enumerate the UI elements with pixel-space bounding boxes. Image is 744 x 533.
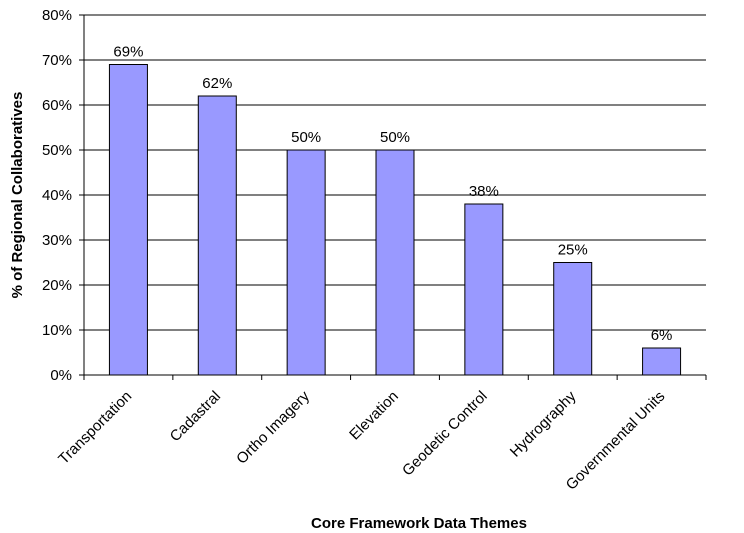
- bar: [286, 149, 326, 376]
- bar: [464, 203, 504, 376]
- x-tick-label: Cadastral: [167, 388, 224, 445]
- y-tick-label: 60%: [42, 97, 72, 114]
- x-tick-label: Elevation: [346, 388, 402, 444]
- y-tick-label: 50%: [42, 142, 72, 159]
- y-tick-label: 30%: [42, 232, 72, 249]
- data-label: 38%: [469, 183, 499, 200]
- data-label: 6%: [651, 327, 673, 344]
- bar: [197, 95, 237, 376]
- x-tick-label: Ortho Imagery: [233, 387, 313, 467]
- y-tick-label: 40%: [42, 187, 72, 204]
- y-tick-label: 70%: [42, 52, 72, 69]
- axes: [79, 14, 707, 380]
- data-label: 69%: [113, 44, 143, 61]
- bars: [108, 64, 682, 376]
- bar: [108, 64, 148, 376]
- data-label: 50%: [380, 129, 410, 146]
- bar: [553, 262, 593, 376]
- y-axis-title: % of Regional Collaboratives: [9, 92, 26, 299]
- x-tick-label: Geodetic Control: [399, 388, 491, 480]
- y-tick-label: 20%: [42, 277, 72, 294]
- y-tick-label: 80%: [42, 7, 72, 24]
- y-tick-label: 0%: [50, 367, 72, 384]
- bar: [642, 347, 682, 376]
- x-axis-title: Core Framework Data Themes: [311, 515, 527, 532]
- data-label: 25%: [558, 242, 588, 259]
- x-tick-label: Transportation: [55, 388, 135, 468]
- data-label: 50%: [291, 129, 321, 146]
- x-tick-label: Governmental Units: [563, 388, 669, 494]
- data-label: 62%: [202, 75, 232, 92]
- y-tick-label: 10%: [42, 322, 72, 339]
- x-tick-label: Hydrography: [507, 387, 580, 460]
- bar: [375, 149, 415, 376]
